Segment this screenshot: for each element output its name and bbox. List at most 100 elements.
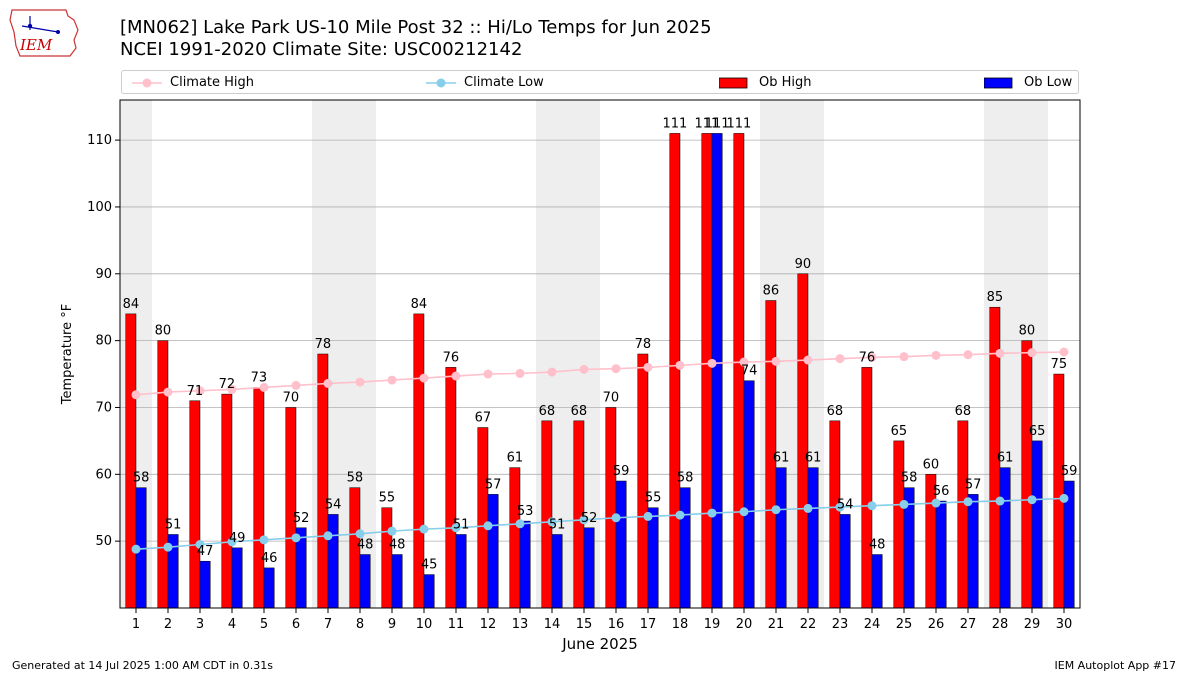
point-climate-high: [579, 364, 589, 374]
bar-ob-high: [637, 353, 649, 609]
point-climate-low: [771, 505, 781, 515]
x-tick-label: 8: [356, 617, 364, 632]
point-climate-low: [227, 537, 237, 547]
data-label-ob-low: 52: [581, 511, 598, 526]
point-climate-low: [291, 533, 301, 543]
bar-ob-low: [615, 480, 627, 609]
point-climate-high: [739, 357, 749, 367]
data-label-ob-high: 111: [662, 116, 687, 131]
point-climate-low: [867, 501, 877, 511]
bar-ob-high: [669, 133, 681, 609]
x-tick-label: 17: [640, 617, 657, 632]
x-tick-label: 27: [960, 617, 977, 632]
bar-ob-high: [285, 407, 297, 609]
point-climate-low: [995, 496, 1005, 506]
bar-ob-low: [391, 554, 403, 609]
point-climate-high: [515, 368, 525, 378]
x-tick-label: 20: [736, 617, 753, 632]
point-climate-low: [579, 515, 589, 525]
bar-ob-high: [541, 420, 553, 609]
bar-ob-high: [509, 467, 521, 609]
iowa-outline-icon: [9, 9, 79, 57]
x-tick-label: 7: [324, 617, 332, 632]
data-label-ob-low: 54: [325, 497, 342, 512]
data-label-ob-high: 76: [443, 350, 460, 365]
point-climate-low: [515, 519, 525, 529]
data-label-ob-high: 78: [315, 337, 332, 352]
bar-ob-high: [861, 367, 873, 609]
x-tick-label: 9: [388, 617, 396, 632]
x-tick-label: 16: [608, 617, 625, 632]
point-climate-high: [291, 380, 301, 390]
point-climate-high: [355, 377, 365, 387]
chart-title: [MN062] Lake Park US-10 Mile Post 32 :: …: [120, 17, 712, 38]
y-axis-label: Temperature °F: [60, 304, 75, 405]
bar-ob-low: [807, 467, 819, 609]
data-label-ob-high: 70: [283, 390, 300, 405]
data-label-ob-low: 65: [1029, 424, 1046, 439]
data-label-ob-low: 59: [1061, 464, 1078, 479]
x-tick-label: 5: [260, 617, 268, 632]
footer-app: IEM Autoplot App #17: [1054, 659, 1177, 672]
x-tick-label: 4: [228, 617, 236, 632]
data-label-ob-high: 80: [155, 324, 172, 339]
point-climate-low: [675, 510, 685, 520]
y-tick-label: 100: [87, 200, 112, 215]
point-climate-low: [707, 508, 717, 518]
x-tick-label: 30: [1056, 617, 1073, 632]
data-label-ob-high: 72: [219, 377, 236, 392]
point-climate-high: [387, 375, 397, 385]
bar-ob-high: [829, 420, 841, 609]
point-climate-high: [931, 350, 941, 360]
data-label-ob-low: 57: [965, 477, 982, 492]
logo-text: IEM: [19, 36, 53, 54]
bar-ob-high: [701, 133, 713, 609]
point-climate-low: [739, 507, 749, 517]
data-label-ob-low: 58: [133, 471, 150, 486]
point-climate-low: [963, 497, 973, 507]
point-climate-low: [899, 499, 909, 509]
point-climate-low: [1027, 495, 1037, 505]
data-label-ob-high: 86: [763, 284, 780, 299]
point-climate-high: [643, 362, 653, 372]
data-label-ob-high: 60: [923, 457, 940, 472]
data-label-ob-high: 90: [795, 257, 812, 272]
data-label-ob-low: 111: [705, 116, 730, 131]
data-label-ob-low: 53: [517, 504, 534, 519]
point-climate-low: [835, 502, 845, 512]
data-label-ob-high: 78: [635, 337, 652, 352]
bar-ob-low: [327, 514, 339, 609]
data-label-ob-low: 54: [837, 497, 854, 512]
point-climate-high: [867, 352, 877, 362]
x-tick-label: 10: [416, 617, 433, 632]
data-label-ob-low: 47: [197, 544, 214, 559]
data-label-ob-low: 49: [229, 531, 246, 546]
data-label-ob-low: 48: [869, 538, 886, 553]
point-climate-high: [451, 371, 461, 381]
bar-ob-high: [381, 507, 393, 609]
bar-ob-low: [423, 574, 435, 609]
data-label-ob-low: 48: [389, 538, 406, 553]
legend-label: Climate High: [170, 75, 255, 90]
data-label-ob-low: 59: [613, 464, 630, 479]
point-climate-high: [707, 358, 717, 368]
data-label-ob-low: 46: [261, 551, 278, 566]
bar-ob-high: [253, 387, 265, 609]
legend-label: Climate Low: [464, 75, 544, 90]
point-climate-high: [899, 352, 909, 362]
point-climate-high: [163, 387, 173, 397]
y-tick-label: 70: [95, 400, 112, 415]
bar-ob-low: [839, 514, 851, 609]
x-tick-label: 14: [544, 617, 561, 632]
data-label-ob-low: 58: [901, 471, 918, 486]
y-tick-label: 80: [95, 334, 112, 349]
data-label-ob-low: 57: [485, 477, 502, 492]
bar-ob-low: [711, 133, 723, 609]
data-label-ob-high: 61: [507, 451, 524, 466]
point-climate-high: [547, 367, 557, 377]
point-climate-high: [803, 355, 813, 365]
bar-ob-high: [125, 313, 137, 609]
point-climate-low: [451, 523, 461, 533]
point-climate-high: [131, 390, 141, 400]
point-climate-low: [803, 503, 813, 513]
